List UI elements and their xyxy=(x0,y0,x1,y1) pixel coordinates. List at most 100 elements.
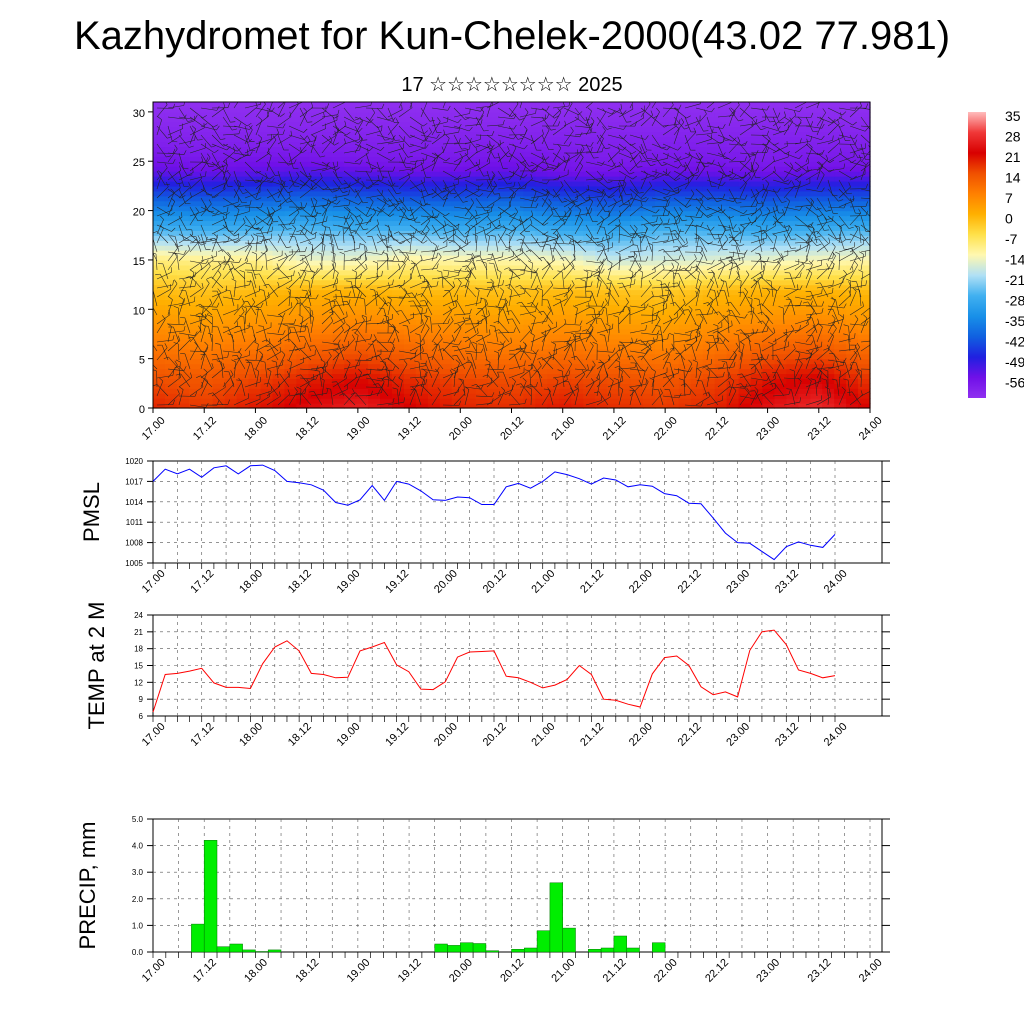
heatmap-cell xyxy=(200,363,214,370)
heatmap-cell xyxy=(738,329,752,335)
heatmap-cell xyxy=(487,309,501,315)
heatmap-cell xyxy=(392,111,405,118)
heatmap-cell xyxy=(284,269,297,276)
heatmap-cell xyxy=(858,126,871,133)
wind-barb xyxy=(277,188,288,203)
heatmap-cell xyxy=(750,353,764,360)
heatmap-cell xyxy=(607,215,620,222)
heatmap-cell xyxy=(690,378,704,384)
heatmap-cell xyxy=(607,329,620,335)
heatmap-cell xyxy=(583,250,596,256)
heatmap-cell xyxy=(296,161,309,167)
heatmap-cell xyxy=(690,274,704,281)
heatmap-cell xyxy=(583,215,596,222)
heatmap-cell xyxy=(368,255,381,261)
wind-barb-flag xyxy=(307,136,311,141)
heatmap-cell xyxy=(188,190,202,197)
heatmap-cell xyxy=(690,126,704,133)
heatmap-cell xyxy=(153,102,166,108)
heatmap-cell xyxy=(858,343,871,350)
heatmap-cell xyxy=(200,368,214,375)
heatmap-cell xyxy=(224,304,238,310)
heatmap-cell xyxy=(834,185,847,192)
heatmap-cell xyxy=(666,289,680,296)
heatmap-cell xyxy=(164,185,178,192)
heatmap-cell xyxy=(571,284,584,291)
wind-barb xyxy=(277,179,289,193)
heatmap-cell xyxy=(164,190,178,197)
heatmap-cell xyxy=(762,141,775,148)
heatmap-cell xyxy=(212,225,226,231)
wind-barb-flag xyxy=(639,155,642,160)
heatmap-cell xyxy=(499,294,513,301)
heatmap-cell xyxy=(547,363,560,370)
heatmap-cell xyxy=(631,151,644,157)
wind-barb xyxy=(783,161,797,172)
wind-barb-flag xyxy=(760,128,766,130)
heatmap-cell xyxy=(487,324,501,330)
heatmap-cell xyxy=(511,363,525,370)
heatmap-cell xyxy=(750,195,764,202)
heatmap-cell xyxy=(212,309,226,315)
heatmap-cell xyxy=(332,180,345,187)
heatmap-cell xyxy=(224,403,238,409)
heatmap-cell xyxy=(153,171,166,177)
heatmap-cell xyxy=(475,353,489,360)
heatmap-cell xyxy=(284,106,297,113)
wind-barb xyxy=(442,170,458,180)
heatmap-cell xyxy=(678,348,692,355)
heatmap-cell xyxy=(403,161,417,167)
heatmap-cell xyxy=(487,166,501,172)
heatmap-cell xyxy=(535,279,548,286)
wind-barb-flag xyxy=(326,103,330,109)
heatmap-cell xyxy=(392,116,405,123)
wind-barb-flag xyxy=(623,175,627,181)
heatmap-cell xyxy=(631,171,644,177)
heatmap-cell xyxy=(834,398,847,404)
wind-barb-flag xyxy=(557,144,562,149)
wind-barb xyxy=(508,152,522,164)
wind-barb xyxy=(244,179,261,182)
heatmap-cell xyxy=(332,151,345,157)
heatmap-cell xyxy=(535,373,548,379)
heatmap-cell xyxy=(308,171,321,177)
heatmap-cell xyxy=(607,126,620,133)
heatmap-cell xyxy=(738,264,752,271)
heatmap-cell xyxy=(619,225,632,231)
heatmap-cell xyxy=(200,324,214,330)
heatmap-cell xyxy=(559,126,572,133)
wind-barb xyxy=(409,125,425,135)
heatmap-cell xyxy=(320,136,333,143)
heatmap-cell xyxy=(774,378,787,384)
heatmap-cell xyxy=(810,324,823,330)
heatmap-cell xyxy=(798,205,811,212)
wind-barb xyxy=(629,102,634,109)
heatmap-cell xyxy=(415,151,429,157)
heatmap-cell xyxy=(774,289,787,296)
heatmap-cell xyxy=(786,240,799,246)
wind-barb xyxy=(222,151,236,163)
heatmap-cell xyxy=(296,304,309,310)
heatmap-cell xyxy=(547,116,560,123)
heatmap-cell xyxy=(415,255,429,261)
wind-barb xyxy=(475,188,492,193)
heatmap-cell xyxy=(607,136,620,143)
heatmap-cell xyxy=(714,329,728,335)
heatmap-cell xyxy=(822,146,835,152)
wind-barb xyxy=(563,155,570,172)
heatmap-cell xyxy=(798,383,811,389)
heatmap-cell xyxy=(798,289,811,296)
heatmap-cell xyxy=(511,393,525,399)
heatmap-cell xyxy=(834,343,847,350)
heatmap-cell xyxy=(439,200,453,207)
heatmap-cell xyxy=(296,274,309,281)
heatmap-cell xyxy=(439,333,453,340)
heatmap-cell xyxy=(212,294,226,301)
heatmap-cell xyxy=(726,398,740,404)
heatmap-cell xyxy=(344,176,357,182)
heatmap-cell xyxy=(260,358,274,365)
wind-barb xyxy=(827,117,842,127)
wind-barb-flag xyxy=(491,174,494,180)
heatmap-cell xyxy=(284,264,297,271)
heatmap-cell xyxy=(403,230,417,236)
